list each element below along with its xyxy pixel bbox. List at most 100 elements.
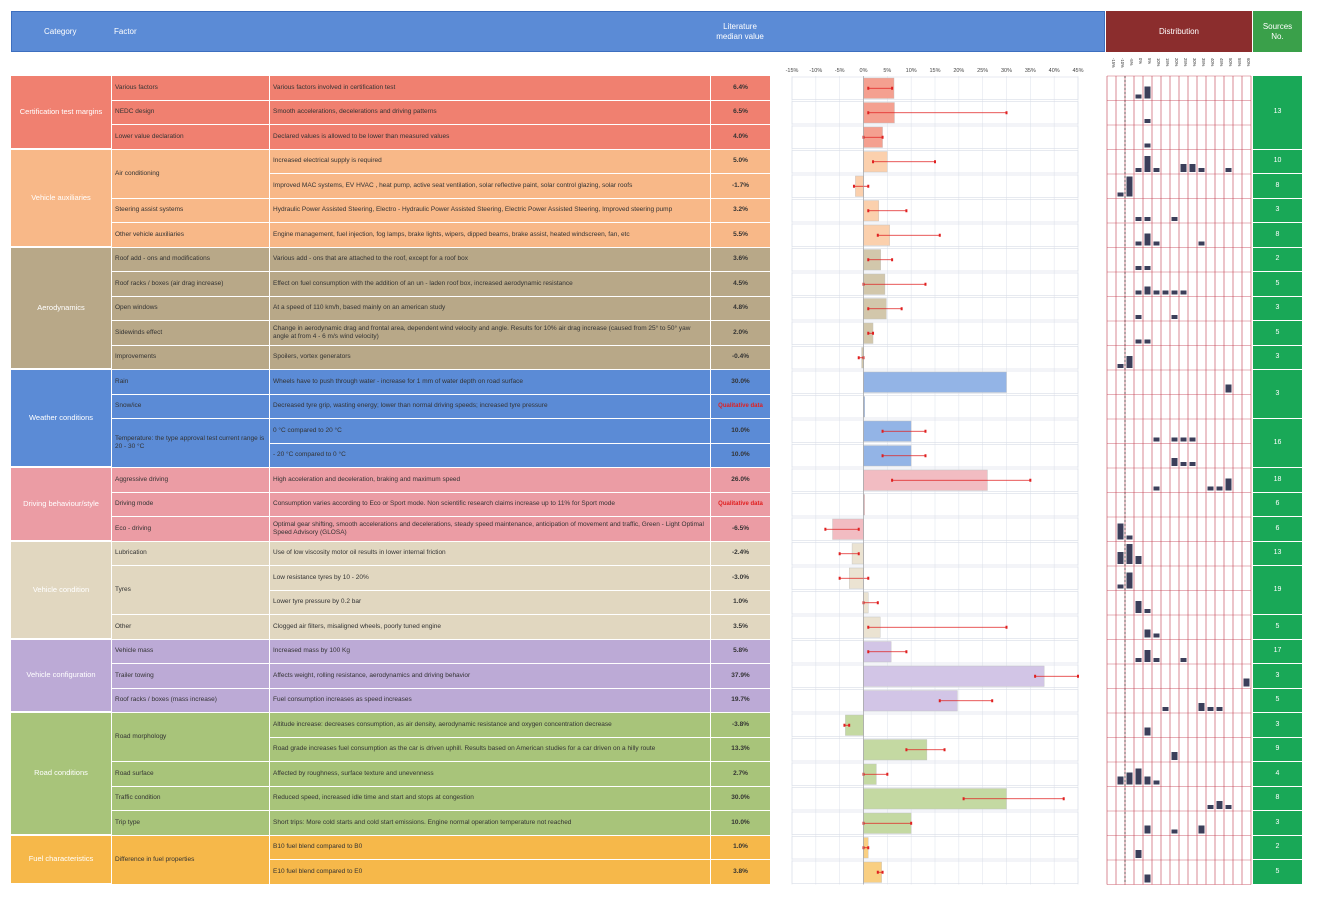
distribution-bar [1189,437,1196,442]
distribution-bar [1180,164,1187,172]
distribution-bar [1153,633,1160,638]
header-distribution: Distribution [1106,11,1252,52]
category-cell: Vehicle condition [11,541,111,640]
distribution-bar [1117,584,1124,589]
row-frame [791,713,1079,737]
x-tick-label: 10% [906,68,917,74]
x-tick-label: -10% [809,68,822,74]
x-tick-label: -5% [835,68,845,74]
distribution-bar [1117,776,1124,785]
row-frame [791,738,1079,762]
category-cell: Aerodynamics [11,247,111,370]
distribution-bar [1225,168,1232,172]
row-frame [791,762,1079,786]
distribution-bar [1216,801,1223,809]
range-max-marker [905,650,908,654]
range-min-marker [867,258,870,262]
factor-cell: Rain [111,370,269,395]
distribution-bar [1144,86,1151,99]
median-value-cell: -1.7% [710,174,770,199]
median-value-cell: 10.0% [710,443,770,468]
factor-cell: Temperature: the type approval test curr… [111,419,269,468]
distribution-bar [1144,727,1151,736]
header-median-line1: Literature [723,21,757,31]
row-frame [791,419,1079,443]
row-frame [791,248,1079,272]
row-frame [791,444,1079,468]
description-cell: Reduced speed, increased idle time and s… [269,786,710,811]
row-frame [791,76,1079,100]
distribution-bar [1189,462,1196,466]
range-min-marker [838,552,841,556]
distribution-bar [1144,156,1151,172]
distribution-bar [1126,772,1133,785]
sources-count: 5 [1253,272,1302,297]
description-cell: At a speed of 110 km/h, based mainly on … [269,296,710,321]
description-cell: Use of low viscosity motor oil results i… [269,541,710,566]
distribution-bar [1153,241,1160,246]
sources-count: 18 [1253,468,1302,493]
factor-cell: Various factors [111,76,269,101]
median-value-cell: 19.7% [710,688,770,713]
row-frame [791,272,1079,296]
factor-cell: Trailer towing [111,664,269,689]
sources-count: 5 [1253,615,1302,640]
range-max-marker [924,454,927,458]
median-value-cell: 4.5% [710,272,770,297]
description-cell: Change in aerodynamic drag and frontal a… [269,321,710,346]
median-value-cell: 3.6% [710,247,770,272]
description-cell: Low resistance tyres by 10 - 20% [269,566,710,591]
range-min-marker [824,527,827,531]
row-frame [791,174,1079,198]
factor-cell: Roof racks / boxes (mass increase) [111,688,269,713]
factor-cell: Lubrication [111,541,269,566]
range-max-marker [857,527,860,531]
row-frame [791,860,1079,884]
x-tick-label: 40% [1049,68,1060,74]
row-frame [791,321,1079,345]
description-cell: B10 fuel blend compared to B0 [269,835,710,860]
distribution-bar [1135,315,1142,319]
header-factor: Factor [114,26,137,36]
median-value-cell: 4.0% [710,125,770,150]
range-min-marker [891,478,894,482]
distribution-bar [1144,119,1151,123]
distribution-bar [1198,825,1205,834]
x-tick-label: -15% [786,68,799,74]
category-cell: Road conditions [11,713,111,836]
distribution-bar [1180,658,1187,662]
median-value-cell: 5.0% [710,149,770,174]
factor-cell: Air conditioning [111,149,269,199]
distribution-bar [1135,290,1142,295]
sources-count: 5 [1253,688,1302,713]
median-value-cell: 5.8% [710,639,770,664]
distribution-bar [1126,572,1133,589]
sources-count: 17 [1253,639,1302,664]
median-value-cell: 13.3% [710,737,770,762]
range-max-marker [1005,111,1008,115]
median-value-cell: -3.8% [710,713,770,738]
median-value-cell: -0.4% [710,345,770,370]
description-cell: - 20 °C compared to 0 °C [269,443,710,468]
category-cell: Vehicle configuration [11,639,111,713]
sources-count: 3 [1253,664,1302,689]
distribution-bar [1153,780,1160,785]
row-frame [791,125,1079,149]
description-cell: Lower tyre pressure by 0.2 bar [269,590,710,615]
distribution-bin-label: 15% [1165,58,1170,67]
sources-count: 2 [1253,247,1302,272]
range-max-marker [943,748,946,752]
distribution-bar [1117,523,1124,540]
sources-count: 8 [1253,174,1302,199]
distribution-bar [1153,290,1160,295]
range-min-marker [867,625,870,629]
description-cell: E10 fuel blend compared to E0 [269,860,710,885]
x-tick-label: 15% [929,68,940,74]
description-cell: Increased mass by 100 Kg [269,639,710,664]
distribution-bar [1144,217,1151,221]
factor-cell: Eco - driving [111,517,269,542]
range-min-marker [938,699,941,703]
category-cell: Driving behaviour/style [11,468,111,542]
description-cell: Spoilers, vortex generators [269,345,710,370]
distribution-bar [1225,384,1232,393]
